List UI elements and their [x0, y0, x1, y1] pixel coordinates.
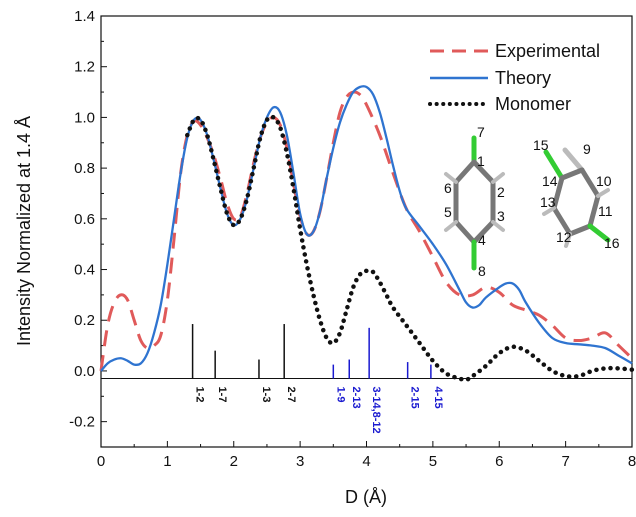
svg-text:12: 12: [556, 229, 572, 245]
stick-label: 1-2: [194, 387, 206, 403]
stick-label: 4-15: [432, 387, 444, 409]
svg-text:6: 6: [444, 180, 452, 196]
legend: Experimental Theory Monomer: [428, 41, 600, 114]
svg-text:10: 10: [596, 173, 612, 189]
y-tick-label: -0.2: [69, 414, 95, 431]
legend-label-theory: Theory: [495, 68, 551, 88]
series-line-monomer: [185, 114, 635, 383]
svg-text:2: 2: [497, 184, 505, 200]
stick-label: 1-9: [334, 387, 346, 403]
svg-text:8: 8: [478, 263, 486, 279]
svg-text:15: 15: [533, 137, 549, 153]
svg-text:3: 3: [497, 208, 505, 224]
stick-label: 2-13: [350, 387, 362, 409]
y-tick-label: 0.2: [74, 312, 95, 329]
stick-label: 1-7: [216, 387, 228, 403]
x-tick-label: 7: [561, 453, 569, 470]
x-tick-label: 6: [495, 453, 503, 470]
molecule-left: 7 1 6 2 5 3 4 8: [444, 124, 505, 279]
stick-label: 1-3: [260, 387, 272, 403]
x-axis-title: D (Å): [345, 487, 387, 507]
svg-text:9: 9: [583, 141, 591, 157]
x-tick-label: 4: [362, 453, 370, 470]
plot-frame: [100, 15, 633, 448]
svg-text:11: 11: [598, 203, 613, 219]
y-tick-label: 1.2: [74, 59, 95, 76]
legend-label-monomer: Monomer: [495, 94, 571, 114]
molecule-right: 15 9 14 10 13 11 12 16: [533, 137, 620, 251]
svg-text:5: 5: [444, 204, 452, 220]
y-tick-label: 0.4: [74, 262, 95, 279]
y-tick-label: 0.6: [74, 211, 95, 228]
svg-text:13: 13: [540, 194, 556, 210]
x-tick-label: 8: [628, 453, 636, 470]
x-tick-label: 2: [230, 453, 238, 470]
y-tick-label: 1.4: [74, 8, 95, 25]
stick-label: 2-7: [285, 387, 297, 403]
y-tick-label: 0.0: [74, 363, 95, 380]
x-tick-label: 1: [163, 453, 171, 470]
series-line-experimental: [99, 90, 634, 372]
x-tick-label: 5: [429, 453, 437, 470]
y-tick-label: 1.0: [74, 109, 95, 126]
stick-label: 2-15: [409, 387, 421, 409]
legend-label-experimental: Experimental: [495, 41, 600, 61]
svg-text:1: 1: [477, 153, 485, 169]
x-tick-label: 0: [97, 453, 105, 470]
svg-text:4: 4: [478, 232, 486, 248]
svg-text:14: 14: [542, 173, 558, 189]
svg-text:7: 7: [477, 124, 485, 140]
series-layer: [99, 85, 635, 383]
y-tick-label: 0.8: [74, 160, 95, 177]
svg-text:16: 16: [604, 235, 620, 251]
series-line-theory: [100, 85, 633, 372]
stick-label: 3-14,8-12: [370, 387, 382, 434]
y-axis-title: Intensity Normalized at 1.4 Å: [14, 116, 34, 346]
sticks-layer: 1-2 1-7 1-3 2-7 1-9 2-13 3-14,8-12 2-15 4-15: [101, 324, 632, 434]
x-tick-label: 3: [296, 453, 304, 470]
